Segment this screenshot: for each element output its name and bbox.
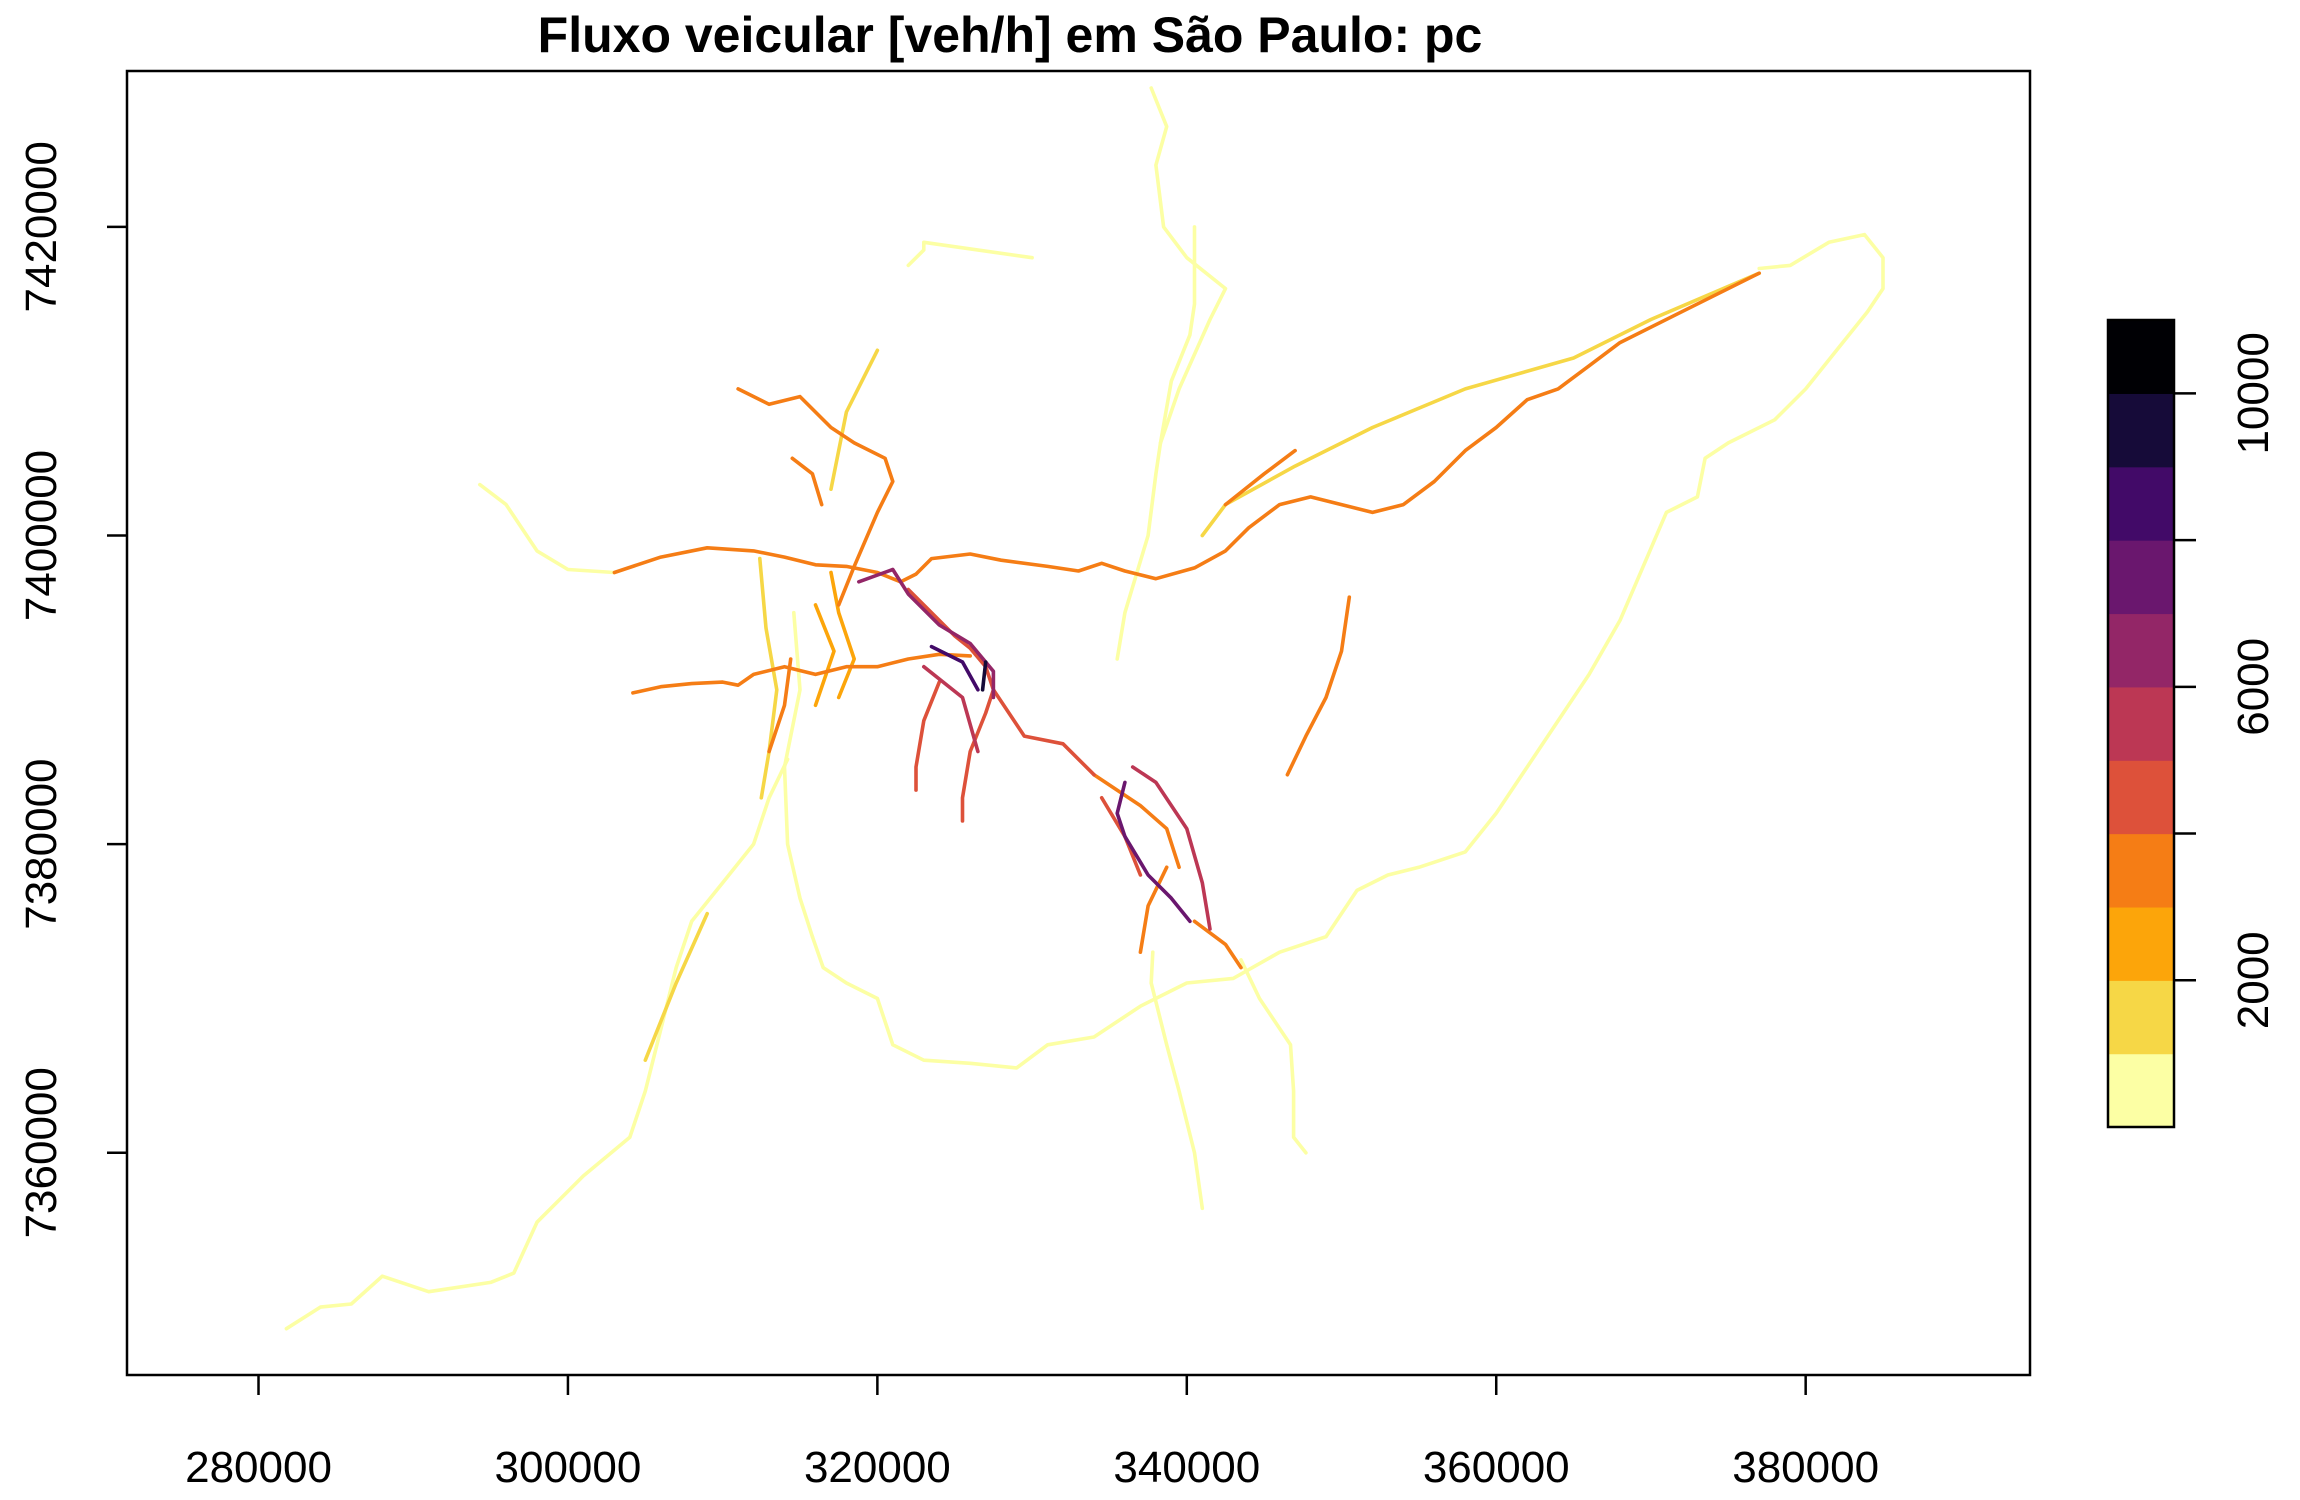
road-segment — [1138, 865, 1169, 954]
legend-swatch — [2108, 466, 2174, 541]
color-legend: 2000 6000 10000 — [2106, 318, 2278, 1129]
legend-tick-label: 10000 — [2229, 332, 2278, 454]
road-segment — [284, 757, 790, 1331]
x-tick-label: 280000 — [185, 1443, 332, 1492]
road-segment — [829, 570, 856, 700]
y-tick-label: 7420000 — [17, 141, 66, 312]
road-segment — [1192, 919, 1243, 970]
legend-swatch — [2108, 833, 2174, 908]
road-segment — [631, 652, 972, 695]
road-segment — [810, 232, 1885, 1070]
legend-swatch — [2108, 1053, 2174, 1128]
road-segment — [790, 456, 824, 507]
road-segment — [1092, 772, 1181, 870]
x-tick-label: 300000 — [495, 1443, 642, 1492]
road-segment — [813, 603, 836, 708]
road-network — [284, 86, 1885, 1331]
road-segment — [1149, 86, 1228, 445]
legend-frame — [2106, 318, 2176, 1129]
road-segment — [767, 657, 793, 754]
plot-frame — [125, 69, 2032, 1377]
legend-swatch — [2108, 540, 2174, 615]
road-segment — [1115, 225, 1197, 661]
y-tick-label: 7380000 — [17, 758, 66, 929]
plot-title: Fluxo veicular [veh/h] em São Paulo: pc — [538, 7, 1483, 63]
road-segment — [980, 660, 988, 692]
road-segment — [1285, 595, 1352, 777]
road-segment — [914, 680, 942, 792]
x-tick-label: 340000 — [1113, 1443, 1260, 1492]
y-tick-label: 7360000 — [17, 1067, 66, 1238]
legend-swatch — [2108, 686, 2174, 761]
x-tick-label: 320000 — [804, 1443, 951, 1492]
road-segment — [906, 587, 996, 823]
road-segment — [991, 688, 1096, 777]
road-segment — [1149, 950, 1205, 1211]
road-segment — [643, 911, 709, 1062]
road-segment — [1223, 448, 1297, 507]
road-segment — [758, 556, 779, 800]
road-segment — [922, 664, 980, 754]
road-segment — [612, 271, 1761, 584]
legend-tick-label: 2000 — [2229, 931, 2278, 1029]
road-segment — [1130, 765, 1212, 931]
road-segment — [736, 387, 895, 607]
road-segment — [929, 644, 980, 692]
y-tick-label: 7400000 — [17, 450, 66, 621]
legend-swatch — [2108, 393, 2174, 468]
road-segment — [1239, 958, 1308, 1155]
legend-swatch — [2108, 320, 2174, 394]
x-tick-label: 360000 — [1423, 1443, 1570, 1492]
road-segment — [906, 240, 1034, 268]
road-segment — [1115, 780, 1192, 924]
road-segment — [857, 567, 996, 700]
x-tick-label: 380000 — [1732, 1443, 1879, 1492]
x-axis: 280000 300000 320000 340000 360000 380000 — [185, 1375, 1879, 1492]
road-segment — [829, 348, 880, 491]
legend-swatch — [2108, 980, 2174, 1055]
road-segment — [782, 610, 815, 939]
y-axis: 7360000 7380000 7400000 7420000 — [17, 141, 127, 1238]
road-segment — [1200, 271, 1761, 538]
legend-swatch — [2108, 760, 2174, 835]
legend-tick-label: 6000 — [2229, 638, 2278, 736]
legend-swatch — [2108, 906, 2174, 981]
road-segment — [478, 482, 617, 575]
road-segment — [1099, 796, 1143, 877]
legend-swatch — [2108, 613, 2174, 688]
